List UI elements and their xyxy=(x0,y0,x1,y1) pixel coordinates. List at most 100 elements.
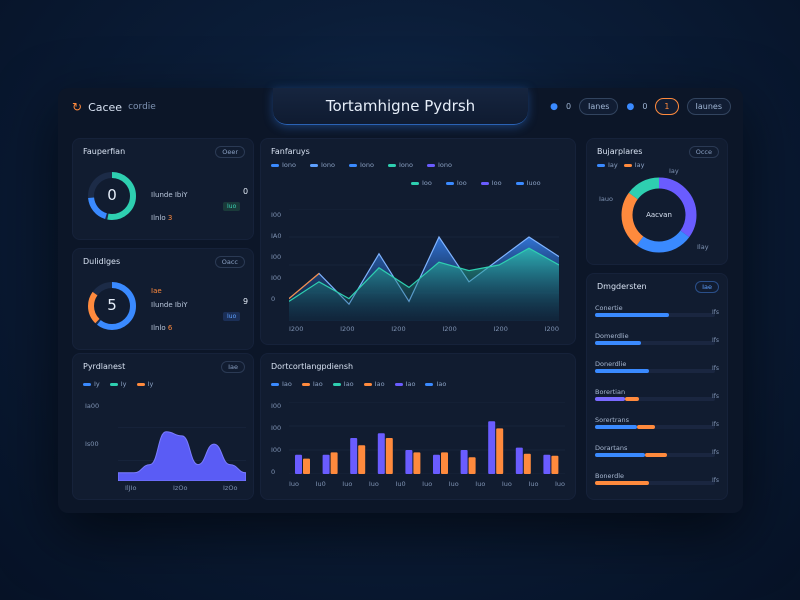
bar-2-7 xyxy=(468,457,476,474)
bar-y-tick-4: 0 xyxy=(271,468,276,476)
kpi-card-2-donut xyxy=(88,282,136,330)
brand[interactable]: ↻ Cacee cordie xyxy=(72,100,156,114)
bar-2-8 xyxy=(496,428,504,474)
progress-fill xyxy=(625,397,640,401)
small-area-chart xyxy=(118,427,246,481)
line-legend-1: Iono xyxy=(271,161,296,169)
progress-end-label: Ifs xyxy=(711,449,719,456)
line-x-tick-5: I200 xyxy=(493,325,508,333)
kpi-card-2-title: Dulidlges xyxy=(83,257,121,266)
kpi-card-2: Dulidlges Oacc 5 Iae Ilunde IbiY 9 Ilnlo… xyxy=(72,248,254,350)
kpi-card-2-chip[interactable]: Oacc xyxy=(214,256,245,268)
small-area-x-tick-2: IzOo xyxy=(173,484,188,492)
bar-x-ticks: Iuo Iu0 Iuo Iuo Iu0 Iuo Iuo Iuo Iuo Iuo … xyxy=(289,480,565,488)
kpi-card-1-donut xyxy=(88,172,136,220)
small-area-legend: Iy Iy Iy xyxy=(83,380,153,388)
progress-end-label: Ifs xyxy=(711,365,719,372)
donut-slice-2 xyxy=(621,177,697,253)
line-legend-3: Iono xyxy=(349,161,374,169)
small-area-y-tick-1: Ia00 xyxy=(85,402,100,410)
kpi-card-2-line1: Ilunde IbiY xyxy=(151,301,188,309)
donut-label-1: Iay xyxy=(669,167,679,175)
small-area-fill xyxy=(118,431,246,481)
progress-row-label: Borertian xyxy=(595,388,626,396)
bar-1-5 xyxy=(405,450,413,474)
kpi-card-1-tag: Iuo xyxy=(223,202,241,211)
donut-center-label: Aacvan xyxy=(646,211,672,219)
bar-legend-4: Iao xyxy=(363,380,385,388)
line-chart-legend-sub: Ioo Ioo Ioo Iuoo xyxy=(411,179,541,187)
kpi-card-2-num: 9 xyxy=(243,297,249,306)
progress-row-label: Bonerdle xyxy=(595,472,625,480)
count-b: 0 xyxy=(642,102,648,111)
bar-x-tick-10: Iuo xyxy=(528,480,539,488)
bar-x-tick-5: Iu0 xyxy=(395,480,406,488)
progress-card: Dmgdersten Iae Conertie Ifs Domerdlie Ifs Do… xyxy=(586,273,728,500)
progress-end-label: Ifs xyxy=(711,337,719,344)
bar-2-6 xyxy=(441,452,448,474)
line-sub-legend-4: Iuoo xyxy=(515,179,541,187)
bar-1-8 xyxy=(488,421,496,474)
donut-card: Bujarplares Occe Iay Iay Iay Iauo Ilay A… xyxy=(586,138,728,265)
progress-track: Ifs xyxy=(595,421,719,429)
bar-1-6 xyxy=(433,454,440,474)
status-dot-icon-2: ● xyxy=(626,101,635,112)
bar-x-tick-2: Iu0 xyxy=(315,480,326,488)
status-dot-icon: ● xyxy=(550,101,558,112)
bar-1-9 xyxy=(515,447,523,474)
bar-chart-legend: Iao Iao Iao Iao Iao Iao xyxy=(271,380,446,388)
progress-fill xyxy=(595,313,670,317)
notification-pill[interactable]: 1 xyxy=(655,98,679,115)
progress-title: Dmgdersten xyxy=(597,282,647,291)
bar-2-2 xyxy=(330,452,338,474)
donut-legend: Iay Iay xyxy=(597,161,645,169)
small-legend-item-1: Iy xyxy=(83,380,100,388)
donut-chart xyxy=(621,177,697,253)
bar-x-tick-9: Iuo xyxy=(501,480,512,488)
progress-row-label: Conertie xyxy=(595,304,623,312)
small-area-chip[interactable]: Iae xyxy=(221,361,245,373)
progress-track: Ifs xyxy=(595,449,719,457)
line-series-1-line xyxy=(289,235,559,306)
brand-name: Cacee xyxy=(88,100,123,114)
bar-2-10 xyxy=(551,455,559,474)
line-chart-title: Fanfaruys xyxy=(271,147,310,156)
page-title: Tortamhigne Pydrsh xyxy=(273,88,528,125)
bar-y-tick-3: I00 xyxy=(271,446,282,454)
line-chart-legend-top: Iono Iono Iono Iono Iono xyxy=(271,161,452,169)
bar-legend-6: Iao xyxy=(425,380,446,388)
small-area-x-tick-3: IzOo xyxy=(223,484,238,492)
bar-legend-2: Iao xyxy=(301,380,323,388)
bar-chart-card: Dortcortlangpdiensh Iao Iao Iao Iao Iao … xyxy=(260,353,576,500)
progress-fill xyxy=(595,453,646,457)
line-y-tick-1: I00 xyxy=(271,211,282,219)
donut-legend-1: Iay xyxy=(597,161,618,169)
line-y-tick-3: I00 xyxy=(271,253,282,261)
line-x-tick-4: I200 xyxy=(442,325,457,333)
progress-row-label: Sorertrans xyxy=(595,416,630,424)
progress-chip[interactable]: Iae xyxy=(695,281,719,293)
kpi-card-1-line1: Ilunde IbiY xyxy=(151,191,188,199)
bar-1-4 xyxy=(377,433,385,474)
bar-legend-5: Iao xyxy=(394,380,415,388)
line-sub-legend-1: Ioo xyxy=(411,179,432,187)
bar-1-2 xyxy=(322,454,330,474)
small-legend-item-3: Iy xyxy=(136,380,153,388)
small-legend-item-2: Iy xyxy=(109,380,127,388)
line-x-ticks: I200 I200 I200 I200 I200 I200 xyxy=(289,325,559,333)
progress-end-label: Ifs xyxy=(711,477,719,484)
bar-chart-plot xyxy=(289,402,565,474)
bar-y-tick-2: I00 xyxy=(271,424,282,432)
progress-end-label: Ifs xyxy=(711,309,719,316)
filter-pill-c[interactable]: Iaunes xyxy=(686,98,731,115)
progress-fill xyxy=(645,453,667,457)
progress-fill xyxy=(637,425,655,429)
line-series-2-area xyxy=(289,248,559,321)
kpi-card-1-chip[interactable]: Oeer xyxy=(215,146,245,158)
bar-x-tick-7: Iuo xyxy=(448,480,459,488)
line-legend-5: Iono xyxy=(427,161,452,169)
filter-pill-a[interactable]: Ianes xyxy=(579,98,619,115)
bar-x-tick-11: Iuo xyxy=(554,480,565,488)
donut-chip[interactable]: Occe xyxy=(688,146,719,158)
line-chart-card: Fanfaruys Iono Iono Iono Iono Iono Ioo I… xyxy=(260,138,576,345)
